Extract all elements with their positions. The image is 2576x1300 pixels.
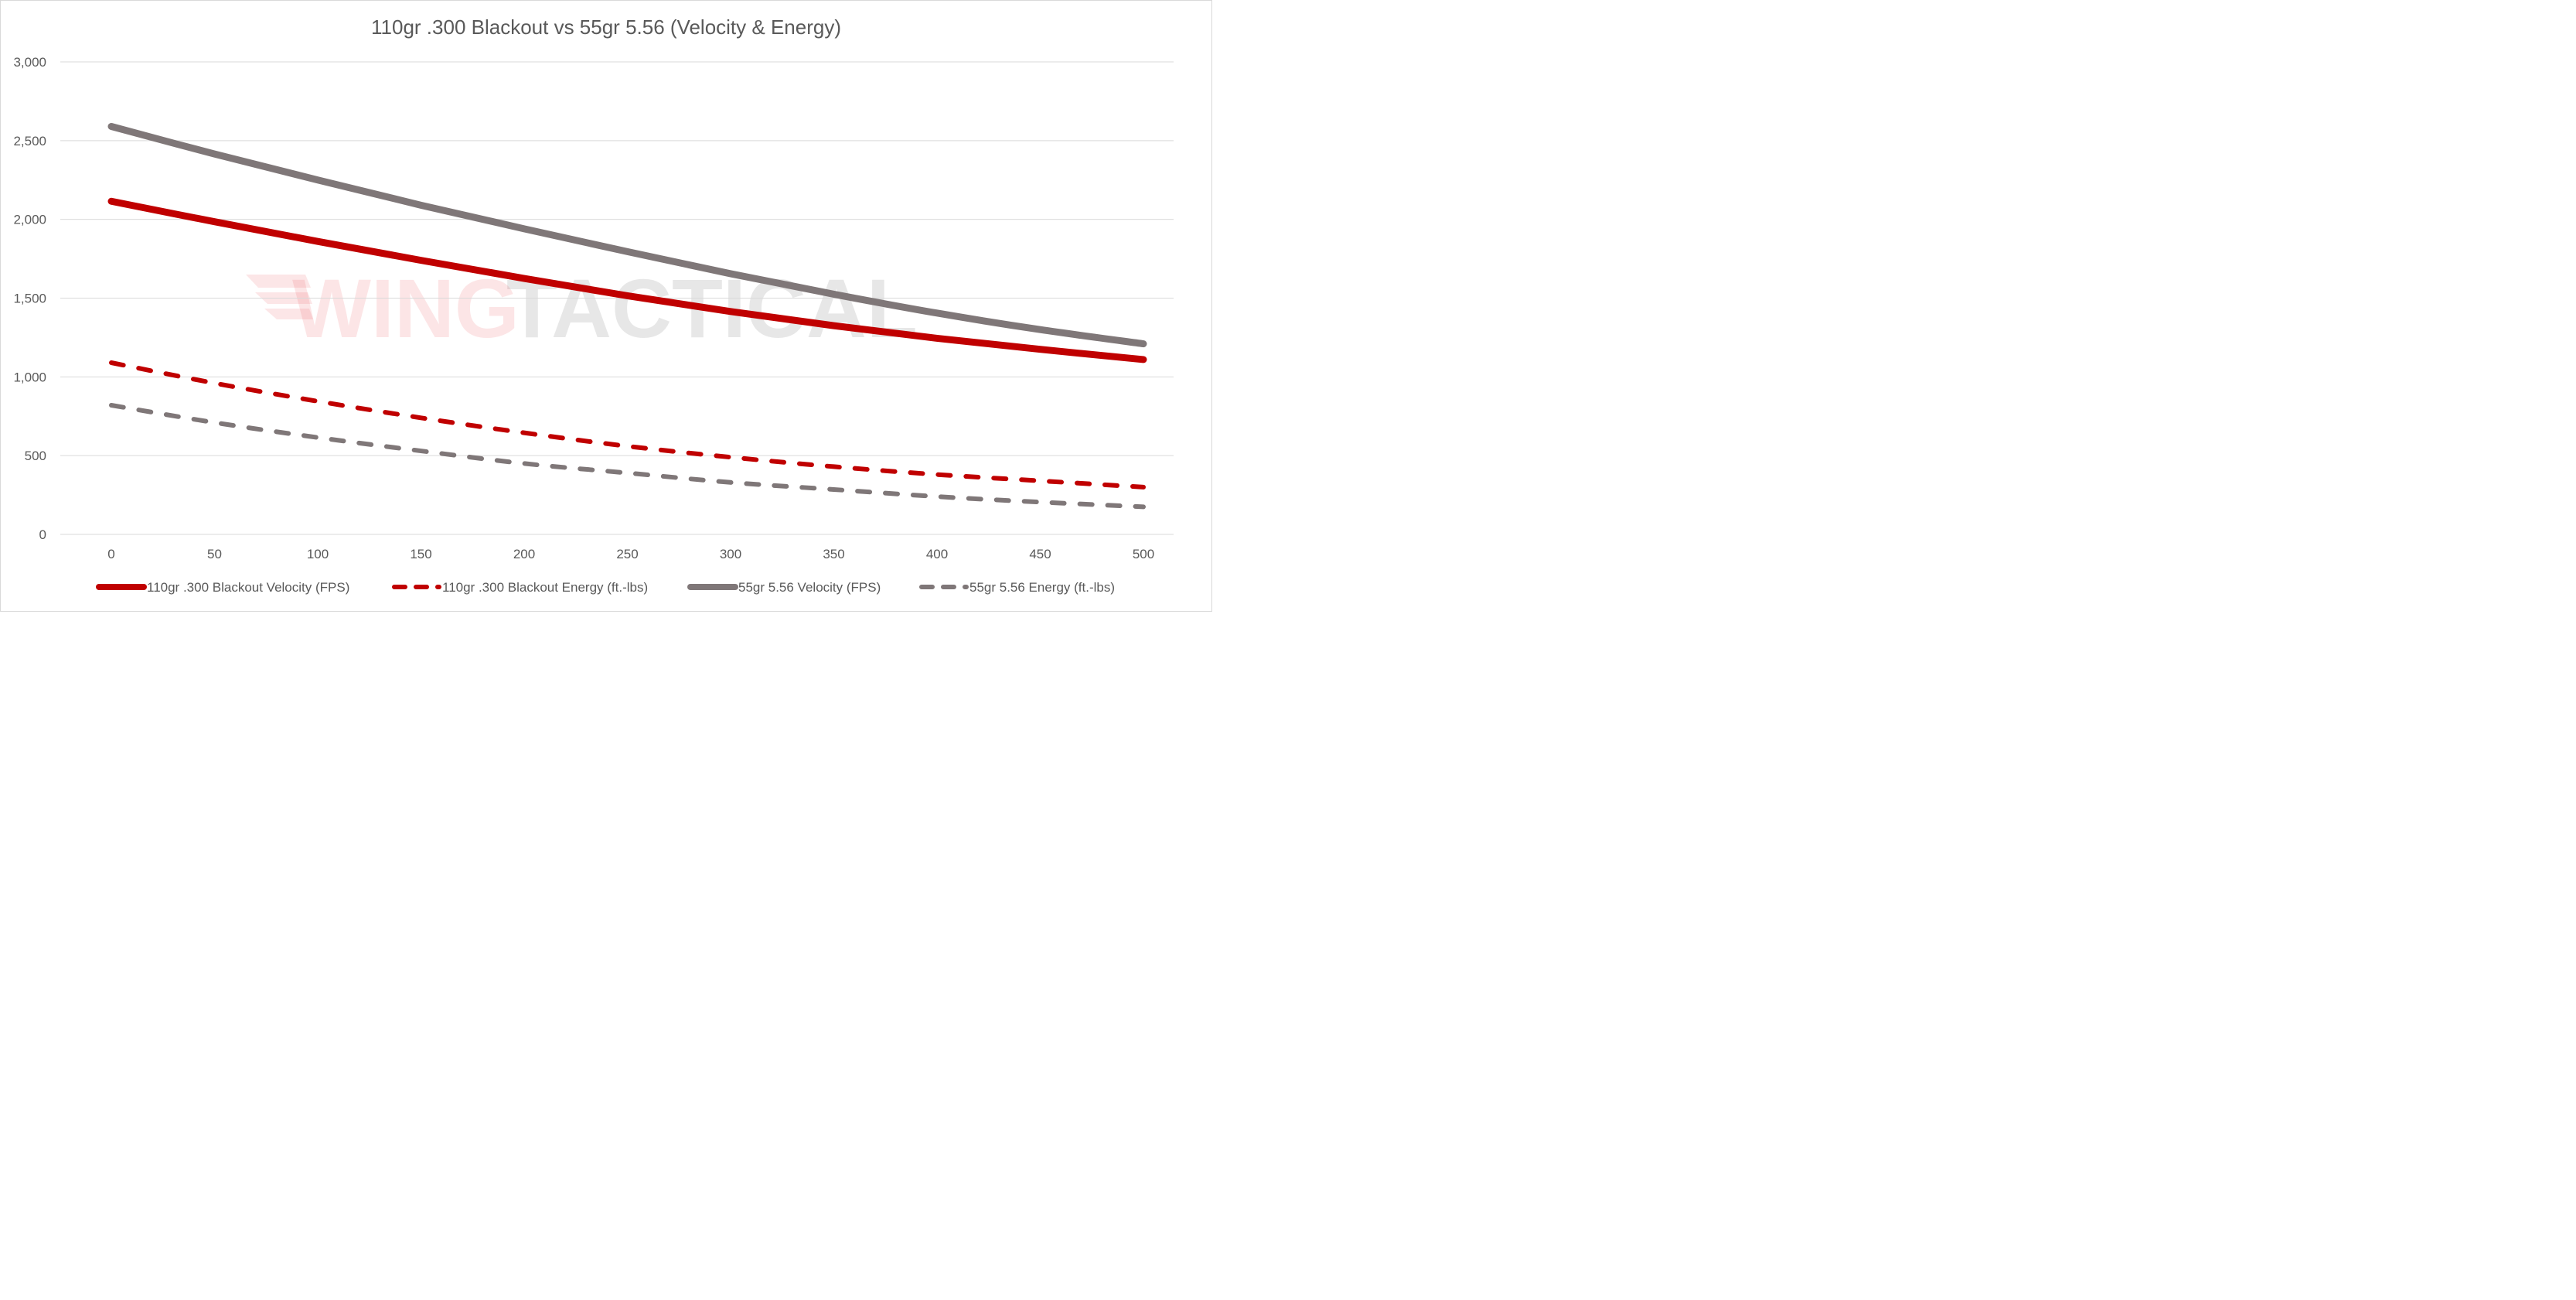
legend-label-110gr-300-blackout-energy-ft-lbs: 110gr .300 Blackout Energy (ft.-lbs) — [442, 580, 648, 595]
x-tick-label: 500 — [1133, 547, 1154, 561]
x-tick-label: 450 — [1029, 547, 1051, 561]
legend: 110gr .300 Blackout Velocity (FPS) 110gr … — [96, 580, 1115, 595]
y-tick-label: 1,000 — [13, 370, 46, 384]
x-tick-label: 200 — [513, 547, 535, 561]
series-line-55gr-5-56-energy-ft-lbs — [109, 402, 1146, 510]
y-tick-label: 3,000 — [13, 55, 46, 70]
legend-label-55gr-5-56-energy-ft-lbs: 55gr 5.56 Energy (ft.-lbs) — [969, 580, 1115, 595]
x-tick-label: 350 — [823, 547, 844, 561]
legend-label-110gr-300-blackout-velocity-fps: 110gr .300 Blackout Velocity (FPS) — [147, 580, 349, 595]
legend-label-55gr-5-56-velocity-fps: 55gr 5.56 Velocity (FPS) — [738, 580, 881, 595]
series-line-110gr-300-blackout-velocity-fps — [107, 197, 1147, 363]
watermark-text-wing: WING — [292, 261, 520, 355]
series-line-55gr-5-56-velocity-fps — [107, 123, 1147, 348]
watermark-logo: WING TACTICAL — [246, 261, 918, 355]
gridlines — [60, 61, 1174, 535]
x-tick-label: 0 — [107, 547, 114, 561]
wing-emblem-icon — [246, 275, 313, 319]
x-axis-ticks: 0 50 100 150 200 250 300 350 400 450 500 — [107, 547, 1154, 561]
series-lines — [107, 123, 1147, 510]
plot-area: WING TACTICAL 05001,0001,5002,0002,5003,… — [13, 55, 1174, 595]
x-tick-label: 300 — [720, 547, 741, 561]
chart-title: 110gr .300 Blackout vs 55gr 5.56 (Veloci… — [371, 15, 841, 39]
y-tick-label: 0 — [39, 527, 46, 542]
x-tick-label: 50 — [207, 547, 222, 561]
series-line-110gr-300-blackout-energy-ft-lbs — [109, 360, 1146, 490]
y-axis-ticks: 0 500 1,000 1,500 2,000 2,500 3,000 — [13, 55, 46, 542]
x-tick-label: 100 — [307, 547, 329, 561]
x-tick-label: 400 — [926, 547, 948, 561]
y-tick-label: 500 — [25, 449, 46, 463]
y-tick-label: 1,500 — [13, 292, 46, 306]
x-tick-label: 150 — [410, 547, 431, 561]
chart-frame — [0, 0, 1212, 612]
x-tick-label: 250 — [616, 547, 638, 561]
y-tick-label: 2,500 — [13, 134, 46, 148]
y-tick-label: 2,000 — [13, 213, 46, 227]
